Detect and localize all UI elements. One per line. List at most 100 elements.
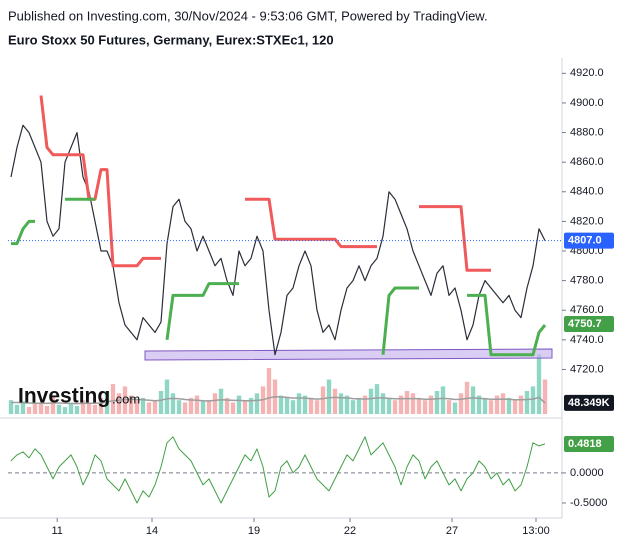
oscillator-line [10, 436, 546, 504]
x-tick-label: 19 [248, 525, 260, 537]
volume-bar [68, 403, 74, 414]
volume-bar [80, 400, 86, 414]
volume-bar [32, 403, 38, 414]
volume-bar [266, 368, 272, 414]
volume-bar [206, 400, 212, 414]
volume-bar [326, 379, 332, 414]
volume-bar [500, 393, 506, 414]
volume-bar [452, 402, 458, 414]
volume-bar [74, 405, 80, 414]
volume-bar [278, 395, 284, 414]
volume-bar [140, 397, 146, 414]
y-tick-label: 4740.0 [570, 334, 604, 346]
volume-bar [158, 391, 164, 414]
header-title: Euro Stoxx 50 Futures, Germany, Eurex:ST… [8, 32, 334, 47]
volume-bar [458, 393, 464, 414]
volume-bar [398, 395, 404, 414]
y-tick-label: 4860.0 [570, 156, 604, 168]
volume-bar [56, 404, 62, 414]
volume-bar [164, 379, 170, 414]
y-tick-label: 4840.0 [570, 186, 604, 198]
volume-bar [428, 395, 434, 414]
volume-bar [494, 395, 500, 414]
y-tick-label: 4920.0 [570, 67, 604, 79]
volume-bar [440, 386, 446, 414]
volume-bar [518, 395, 524, 414]
price-last-label: 4807.0 [568, 235, 602, 247]
volume-bar [188, 397, 194, 414]
y-tick-label: 4720.0 [570, 363, 604, 375]
volume-bar [176, 400, 182, 414]
oscillator-last-label-box [564, 435, 614, 452]
price-line [10, 124, 546, 356]
volume-bar [134, 400, 140, 414]
volume-bar [20, 401, 26, 414]
volume-bar [170, 393, 176, 414]
volume-bar [242, 400, 248, 414]
volume-bar [86, 402, 92, 414]
volume-bar [146, 402, 152, 414]
volume-bar [8, 400, 14, 414]
volume-bar [488, 400, 494, 414]
logo-suffix: .com [112, 391, 140, 406]
x-tick-label: 27 [446, 525, 458, 537]
volume-bar [62, 407, 68, 414]
price-last-label: 4750.7 [568, 318, 602, 330]
volume-bar [446, 400, 452, 414]
price-last-label-box [564, 232, 614, 249]
volume-bar [296, 393, 302, 414]
volume-bar [308, 397, 314, 414]
volume-last-label-box [564, 394, 614, 411]
y-tick-label: 4760.0 [570, 304, 604, 316]
volume-bar [44, 405, 50, 414]
volume-bar [92, 404, 98, 414]
volume-bar [368, 388, 374, 414]
volume-bar [476, 395, 482, 414]
volume-bar [248, 397, 254, 414]
volume-bar [302, 395, 308, 414]
volume-bar [200, 401, 206, 414]
volume-bar [332, 388, 338, 414]
volume-bar [320, 386, 326, 414]
price-last-label-box [564, 316, 614, 333]
volume-bar [506, 397, 512, 414]
volume-bar [212, 393, 218, 414]
oscillator-last-label: 0.4818 [568, 438, 602, 450]
volume-bar [530, 386, 536, 414]
volume-bar [218, 388, 224, 414]
trend-line [11, 197, 547, 357]
volume-bar [110, 384, 116, 414]
volume-bar [536, 354, 542, 414]
volume-bar [284, 397, 290, 414]
y-tick-label: 4820.0 [570, 215, 604, 227]
volume-bar [314, 400, 320, 414]
volume-bar [542, 379, 548, 414]
volume-bar [524, 391, 530, 414]
trend-line [39, 95, 491, 272]
volume-bar [410, 393, 416, 414]
logo: Investing [18, 385, 110, 408]
volume-bar [26, 407, 32, 414]
x-tick-label: 11 [51, 525, 62, 537]
volume-bar [404, 391, 410, 414]
y-tick-label: 0.0000 [570, 467, 604, 479]
volume-bar [350, 400, 356, 414]
header-line: Published on Investing.com, 30/Nov/2024 … [8, 8, 488, 23]
volume-bar [416, 397, 422, 414]
volume-bar [50, 395, 56, 414]
channel-drawing [144, 348, 553, 361]
x-tick-label: 14 [146, 525, 158, 537]
volume-bar [344, 395, 350, 414]
volume-bar [128, 395, 134, 414]
volume-bar [374, 384, 380, 414]
volume-bar [152, 400, 158, 414]
volume-bar [356, 397, 362, 414]
volume-bar [182, 402, 188, 414]
volume-bar [434, 391, 440, 414]
volume-bar [38, 402, 44, 414]
volume-bar [392, 400, 398, 414]
volume-bar [236, 395, 242, 414]
volume-bar [194, 395, 200, 414]
y-tick-label: 4780.0 [570, 275, 604, 287]
